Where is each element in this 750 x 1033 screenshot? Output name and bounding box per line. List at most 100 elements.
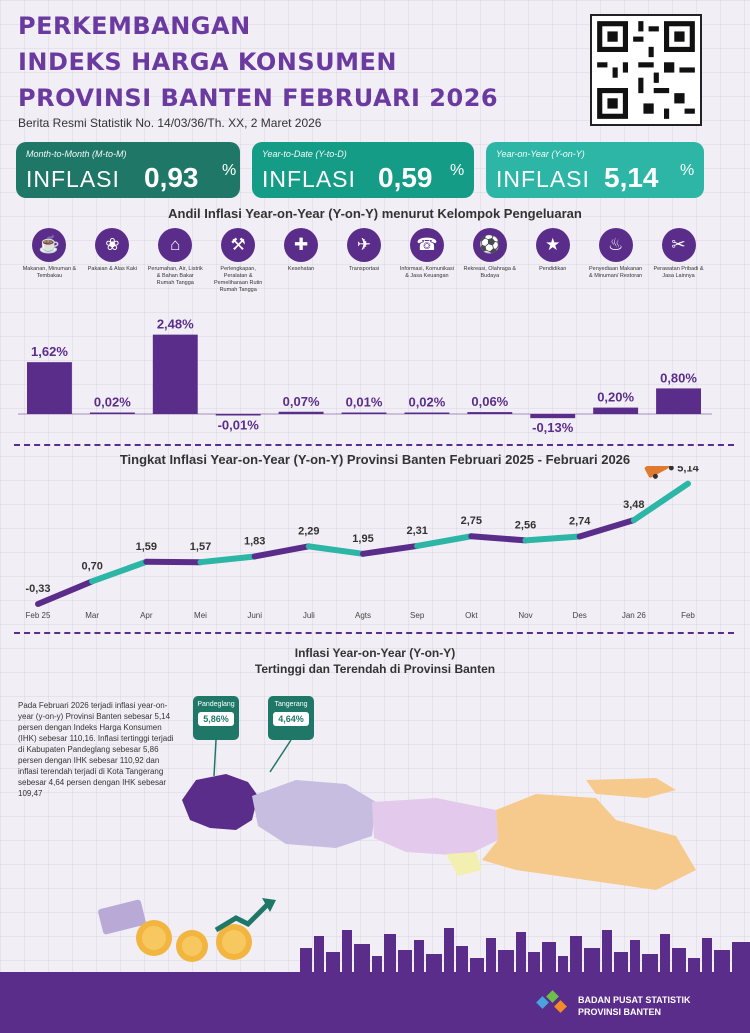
category-6: ☎ Informasi, Komunikasi & Jasa Keuangan [399, 228, 455, 280]
line-segment-7 [414, 533, 475, 549]
category-8: ★ Pendidikan [525, 228, 581, 273]
yoy-value: 5,14 [604, 162, 659, 193]
category-label: Informasi, Komunikasi & Jasa Keuangan [399, 266, 454, 279]
andil-chart-title: Andil Inflasi Year-on-Year (Y-on-Y) menu… [168, 206, 582, 221]
sports-icon: ⚽ [472, 228, 507, 262]
category-label: Rekreasi, Olahraga & Budaya [463, 266, 517, 279]
madura-region [586, 778, 676, 798]
west-java-region [252, 780, 376, 848]
point-label-5: 2,29 [298, 525, 319, 537]
mtm-value: 0,93 [144, 162, 199, 193]
bar-label-3: -0,01% [218, 418, 260, 433]
point-label-1: 0,70 [81, 560, 102, 572]
bar-4 [278, 411, 324, 414]
qr-code[interactable] [590, 14, 702, 126]
food-icon: ☕ [32, 228, 67, 262]
bar-9 [593, 407, 639, 414]
bar-5 [341, 412, 387, 414]
x-tick-label-10: Des [573, 611, 587, 620]
restaurant-icon: ♨ [598, 228, 633, 262]
divider-1 [14, 444, 734, 446]
city-skyline [300, 928, 750, 974]
callout-pandeglang-value: 5,86% [198, 712, 234, 726]
bar-label-9: 0,20% [597, 390, 634, 405]
category-2: ⌂ Perumahan, Air, Listrik & Bahan Bakar R… [147, 228, 203, 287]
bar-label-5: 0,01% [346, 395, 383, 410]
category-label: Transportasi [348, 266, 380, 272]
category-7: ⚽ Rekreasi, Olahraga & Budaya [462, 228, 518, 280]
category-label: Pendidikan [539, 266, 567, 272]
personal-care-icon: ✂ [661, 228, 696, 262]
ytd-word: INFLASI [262, 166, 356, 192]
bar-label-4: 0,07% [283, 394, 320, 409]
bar-label-0: 1,62% [31, 344, 68, 359]
category-10: ✂ Perawatan Pribadi & Jasa Lainnya [651, 228, 707, 280]
inflation-ytd-card: Year-to-Date (Y-to-D) INFLASI 0,59 % [252, 142, 474, 198]
bar-label-2: 2,48% [157, 317, 194, 332]
java-map [182, 774, 696, 890]
truck-icon [644, 466, 676, 479]
yogyakarta-region [446, 852, 482, 876]
category-label: Makanan, Minuman & Tembakau [22, 266, 77, 279]
x-tick-label-12: Feb [681, 611, 695, 620]
point-label-9: 2,56 [515, 519, 536, 531]
divider-2 [14, 632, 734, 634]
bar-10 [656, 388, 701, 414]
bar-3 [215, 414, 261, 416]
bar-7 [467, 412, 513, 414]
category-3: ⚒ Perlengkapan, Peralatan & Pemeliharaan … [210, 228, 266, 294]
line-segment-5 [305, 543, 366, 557]
ytd-label: Year-to-Date (Y-to-D) [262, 149, 347, 159]
line-segment-0 [35, 578, 96, 607]
bar-label-6: 0,02% [408, 395, 445, 410]
point-label-6: 1,95 [352, 533, 373, 545]
bar-1 [89, 412, 135, 414]
category-5: ✈ Transportasi [336, 228, 392, 273]
category-label: Pakaian & Alas Kaki [87, 266, 137, 272]
andil-bar-chart: 1,62% 0,02% 2,48% -0,01% 0,07% 0,01% 0,02% 0,06… [18, 317, 712, 435]
central-java-region [372, 798, 498, 856]
point-label-3: 1,57 [190, 541, 211, 553]
phone-icon: ☎ [409, 228, 444, 262]
line-segment-3 [197, 553, 258, 566]
callout-tangerang-value: 4,64% [273, 712, 309, 726]
point-label-11: 3,48 [623, 499, 644, 511]
category-9: ♨ Penyediaan Makanan & Minuman/ Restoran [588, 228, 644, 280]
point-label-10: 2,74 [569, 515, 591, 527]
category-4: ✚ Kesehatan [273, 228, 329, 273]
mtm-word: INFLASI [26, 166, 120, 192]
x-tick-label-7: Sep [410, 611, 425, 620]
yoy-line-chart: -0,33 Feb 25 0,70 Mar 1,59 Apr 1,57 Mei 1,83 Juni… [25, 466, 700, 620]
line-segment-9 [522, 533, 583, 544]
title-line-2: INDEKS HARGA KONSUMEN [18, 48, 397, 76]
category-label: Perumahan, Air, Listrik & Bahan Bakar Ru… [147, 266, 203, 286]
title-line-3: PROVINSI BANTEN FEBRUARI 2026 [18, 84, 499, 112]
mtm-unit: % [222, 162, 237, 179]
x-tick-label-9: Nov [518, 611, 532, 620]
graduation-icon: ★ [535, 228, 570, 262]
x-tick-label-11: Jan 26 [622, 611, 647, 620]
footer-band [0, 972, 750, 1033]
map-title-1: Inflasi Year-on-Year (Y-on-Y) [294, 646, 456, 660]
map-description: Pada Februari 2026 terjadi inflasi year-… [18, 701, 174, 798]
bar-label-8: -0,13% [532, 420, 574, 435]
x-tick-label-6: Agts [355, 611, 371, 620]
page-title: PERKEMBANGAN INDEKS HARGA KONSUMEN PROVI… [18, 8, 498, 116]
category-1: ❀ Pakaian & Alas Kaki [84, 228, 140, 273]
yoy-label: Year-on-Year (Y-on-Y) [496, 149, 585, 159]
bar-label-7: 0,06% [471, 394, 508, 409]
line-chart-title: Tingkat Inflasi Year-on-Year (Y-on-Y) Pr… [119, 452, 631, 467]
tools-icon: ⚒ [221, 228, 256, 262]
house-icon: ⌂ [158, 228, 193, 262]
east-java-region [482, 794, 696, 890]
x-tick-label-0: Feb 25 [26, 611, 51, 620]
point-label-12: 5,14 [677, 466, 699, 475]
x-tick-label-2: Apr [140, 611, 153, 620]
x-tick-label-5: Juli [303, 611, 315, 620]
bar-0 [27, 362, 72, 414]
bar-2 [152, 334, 198, 414]
line-segment-6 [360, 542, 421, 557]
category-label: Kesehatan [287, 266, 315, 272]
mtm-label: Month-to-Month (M-to-M) [26, 149, 127, 159]
